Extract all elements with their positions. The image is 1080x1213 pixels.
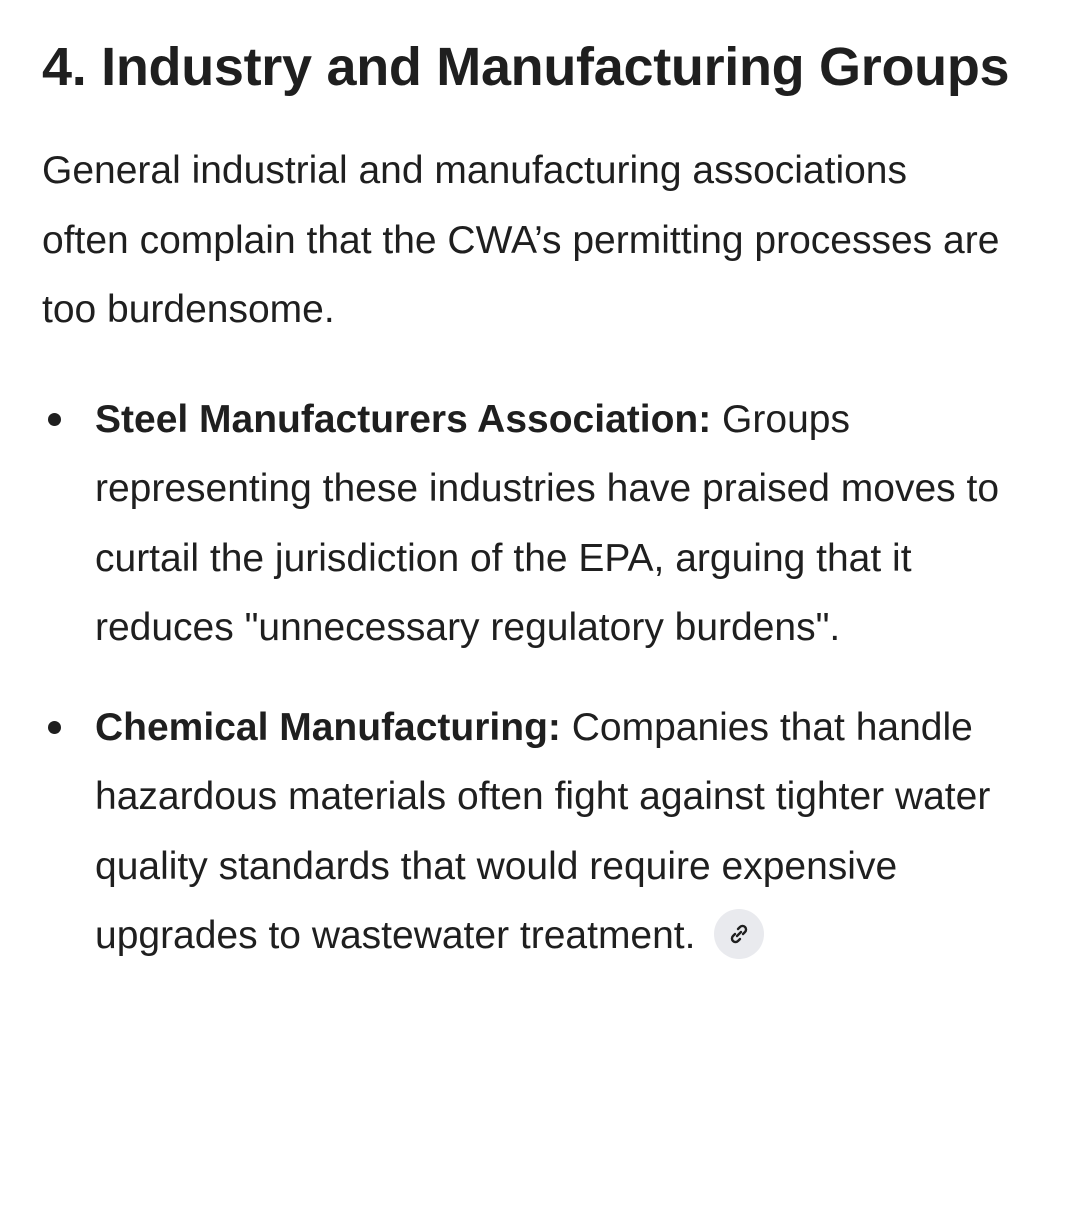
section-heading: 4. Industry and Manufacturing Groups (42, 37, 1010, 97)
list-item-title: Steel Manufacturers Association: (95, 397, 712, 441)
response-section: 4. Industry and Manufacturing Groups Gen… (42, 37, 1038, 971)
list-item: Chemical Manufacturing: Companies that h… (42, 693, 1025, 971)
list-item-title: Chemical Manufacturing: (95, 705, 561, 749)
source-link-button[interactable] (714, 908, 765, 959)
bullet-icon (48, 412, 61, 426)
list-item: Steel Manufacturers Association: Groups … (42, 385, 1025, 663)
link-icon (731, 924, 748, 943)
list-item-text: Companies that handle hazardous material… (95, 705, 991, 958)
bullet-list: Steel Manufacturers Association: Groups … (42, 385, 1038, 971)
bullet-icon (48, 720, 61, 734)
intro-paragraph: General industrial and manufacturing ass… (42, 149, 1000, 331)
list-item-text: Groups representing these industries hav… (95, 397, 1000, 650)
